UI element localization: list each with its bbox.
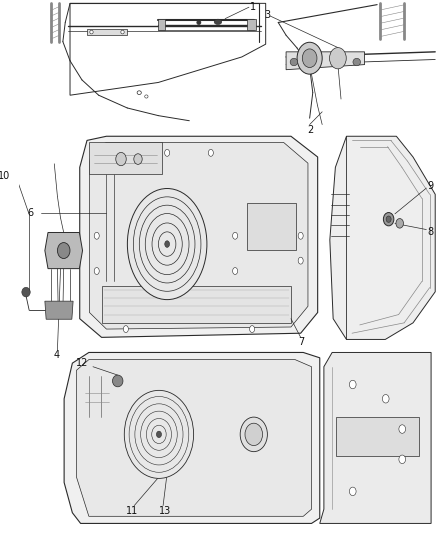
Bar <box>27 3 266 131</box>
Polygon shape <box>70 3 266 95</box>
Text: 11: 11 <box>126 506 138 516</box>
Ellipse shape <box>302 49 317 68</box>
Ellipse shape <box>165 241 170 247</box>
Bar <box>77 136 320 344</box>
Polygon shape <box>77 360 311 516</box>
Ellipse shape <box>386 216 391 222</box>
Ellipse shape <box>298 232 303 239</box>
Text: 2: 2 <box>307 125 314 135</box>
Polygon shape <box>64 352 320 523</box>
Ellipse shape <box>233 232 238 239</box>
Ellipse shape <box>94 232 99 239</box>
Polygon shape <box>320 352 431 523</box>
Ellipse shape <box>94 268 99 274</box>
Ellipse shape <box>245 423 262 446</box>
Text: 7: 7 <box>299 337 305 346</box>
Polygon shape <box>87 29 127 35</box>
Text: 4: 4 <box>53 350 59 360</box>
Polygon shape <box>89 142 308 329</box>
Ellipse shape <box>116 152 126 166</box>
Ellipse shape <box>297 42 322 74</box>
Ellipse shape <box>290 58 298 66</box>
Text: 9: 9 <box>427 182 433 191</box>
Ellipse shape <box>329 47 346 69</box>
Polygon shape <box>45 301 73 319</box>
Polygon shape <box>286 52 364 70</box>
Ellipse shape <box>113 375 123 387</box>
Polygon shape <box>89 142 162 174</box>
Polygon shape <box>102 286 291 323</box>
Polygon shape <box>247 19 256 30</box>
Ellipse shape <box>197 20 201 25</box>
Text: 10: 10 <box>0 171 10 181</box>
Text: 13: 13 <box>159 506 171 516</box>
Bar <box>23 349 435 527</box>
Ellipse shape <box>165 149 170 156</box>
Ellipse shape <box>233 268 238 274</box>
Polygon shape <box>80 136 318 337</box>
Ellipse shape <box>90 30 93 34</box>
Ellipse shape <box>240 417 267 451</box>
Ellipse shape <box>350 380 356 389</box>
Ellipse shape <box>57 243 70 259</box>
Bar <box>23 160 86 341</box>
Ellipse shape <box>298 257 303 264</box>
Polygon shape <box>45 232 82 269</box>
Ellipse shape <box>121 30 124 34</box>
Ellipse shape <box>350 487 356 496</box>
Ellipse shape <box>134 154 142 164</box>
Bar <box>278 3 435 131</box>
Ellipse shape <box>145 95 148 98</box>
Ellipse shape <box>127 189 207 300</box>
Ellipse shape <box>208 149 213 156</box>
Ellipse shape <box>22 287 30 297</box>
Text: 1: 1 <box>250 2 256 12</box>
Text: 3: 3 <box>264 10 270 20</box>
Ellipse shape <box>382 394 389 403</box>
Text: 6: 6 <box>27 208 33 218</box>
Ellipse shape <box>383 213 394 226</box>
Ellipse shape <box>124 326 128 333</box>
Ellipse shape <box>214 19 222 25</box>
Polygon shape <box>158 19 166 30</box>
Ellipse shape <box>353 58 360 66</box>
Ellipse shape <box>399 425 406 433</box>
Polygon shape <box>330 136 435 340</box>
Text: 8: 8 <box>427 227 433 237</box>
Ellipse shape <box>156 431 162 438</box>
Ellipse shape <box>250 326 254 333</box>
Text: 12: 12 <box>76 358 89 368</box>
Bar <box>324 136 435 344</box>
Ellipse shape <box>396 219 403 228</box>
Ellipse shape <box>124 390 194 479</box>
Ellipse shape <box>399 455 406 464</box>
Ellipse shape <box>137 91 141 94</box>
Polygon shape <box>247 203 296 251</box>
Polygon shape <box>336 417 419 456</box>
